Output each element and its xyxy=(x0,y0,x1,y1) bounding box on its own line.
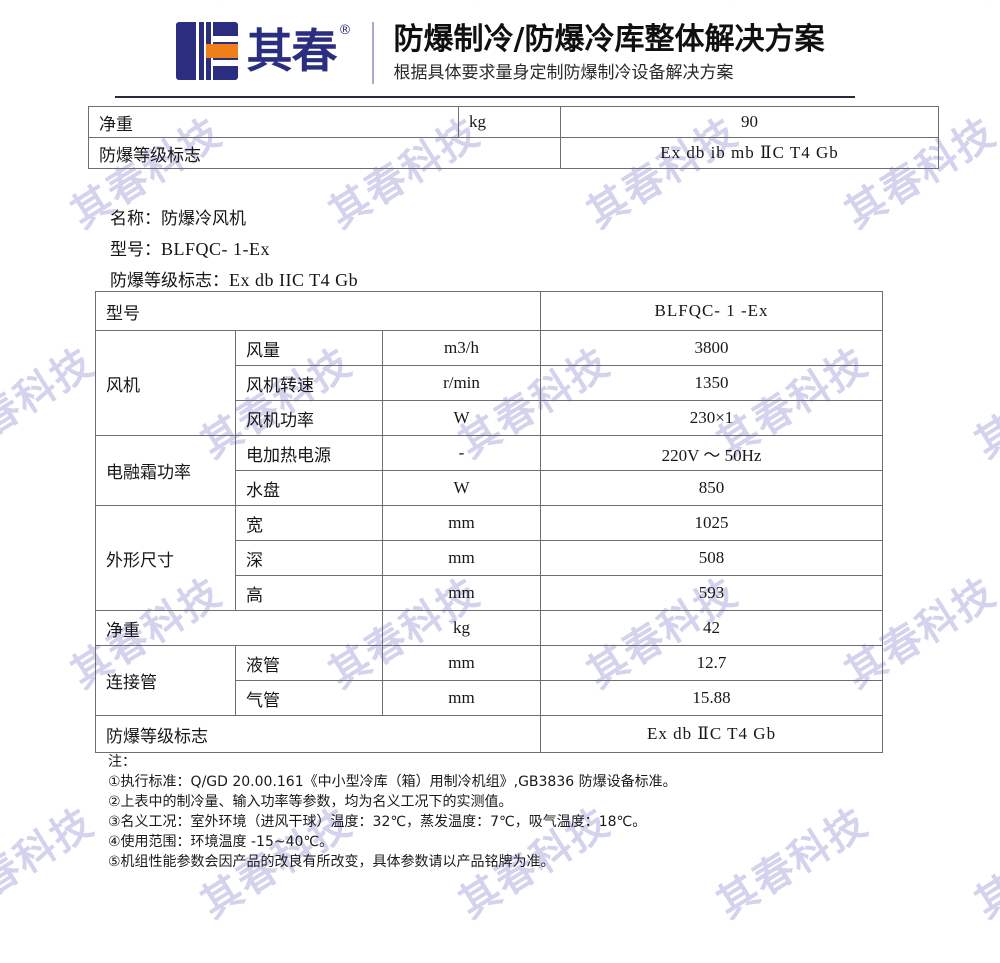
product-model-label: 型号： xyxy=(110,240,161,260)
main-footer-label: 防爆等级标志 xyxy=(94,715,542,753)
item-label-fan-speed: 风机转速 xyxy=(235,365,383,401)
table-row: 连接管 液管 mm 12.7 xyxy=(95,645,884,716)
note-item-5: ⑤机组性能参数会因产品的改良有所改变，具体参数请以产品铭牌为准。 xyxy=(108,854,555,870)
product-model-value: BLFQC- 1-Ex xyxy=(161,239,270,259)
main-header-label: 型号 xyxy=(94,291,542,331)
top-row-0-value: 90 xyxy=(560,106,939,138)
brand-name: 其春 xyxy=(246,24,338,78)
table-row: 防爆等级标志 Ex db ib mb ⅡC T4 Gb xyxy=(88,137,939,169)
registered-trademark-icon: ® xyxy=(338,23,352,38)
top-row-0-label: 净重 xyxy=(88,106,459,138)
top-row-1-label: 防爆等级标志 xyxy=(88,137,561,169)
value-heater-source: 220V ～ 50Hz xyxy=(540,435,884,471)
top-row-0-unit: kg xyxy=(458,106,561,138)
value-airflow: 3800 xyxy=(540,330,884,366)
value-fan-speed: 1350 xyxy=(540,365,884,401)
group-label-connect-pipe: 连接管 xyxy=(95,645,236,716)
product-name-line: 名称：防爆冷风机 xyxy=(110,204,710,234)
header-horizontal-rule xyxy=(115,96,855,98)
product-info-block: 名称：防爆冷风机 型号：BLFQC- 1-Ex 防爆等级标志：Ex db IIC… xyxy=(110,204,710,296)
unit-width: mm xyxy=(381,505,542,541)
unit-fan-speed: r/min xyxy=(381,365,542,401)
main-footer-value: Ex db ⅡC T4 Gb xyxy=(540,715,884,753)
page-title: 防爆制冷/防爆冷库整体解决方案 xyxy=(393,22,825,57)
table-row: 净重 kg 90 xyxy=(88,106,939,138)
note-item-2: ②上表中的制冷量、输入功率等参数，均为名义工况下的实测值。 xyxy=(108,794,513,810)
table-row: 水盘 W 850 xyxy=(96,470,884,506)
top-spec-table: 净重 kg 90 防爆等级标志 Ex db ib mb ⅡC T4 Gb xyxy=(88,106,939,169)
item-label-gas-pipe: 气管 xyxy=(235,680,383,716)
main-spec-table: 型号 BLFQC- 1 -Ex 风机 风量 m3/h 3800 风机转速 r/m… xyxy=(94,291,884,753)
item-label-height: 高 xyxy=(235,575,383,611)
item-label-heater-source: 电加热电源 xyxy=(235,435,383,471)
logo-mark-icon xyxy=(175,22,238,80)
note-item-3: ③名义工况：室外环境（进风干球）温度：32℃，蒸发温度：7℃，吸气温度：18℃。 xyxy=(108,814,647,830)
group-label-net-weight: 净重 xyxy=(95,610,383,646)
product-name-label: 名称： xyxy=(110,209,161,229)
item-label-width: 宽 xyxy=(235,505,383,541)
unit-height: mm xyxy=(381,575,542,611)
item-label-airflow: 风量 xyxy=(235,330,383,366)
product-ex-line: 防爆等级标志：Ex db IIC T4 Gb xyxy=(110,265,710,296)
item-label-water-pan: 水盘 xyxy=(235,470,383,506)
table-row: 型号 BLFQC- 1 -Ex xyxy=(94,291,884,331)
item-label-fan-power: 风机功率 xyxy=(235,400,383,436)
table-row: 风机功率 W 230×1 xyxy=(96,400,884,436)
table-row: 电融霜功率 电加热电源 - 220V ～ 50Hz xyxy=(95,435,884,506)
group-label-fan: 风机 xyxy=(95,330,236,436)
unit-fan-power: W xyxy=(381,400,542,436)
group-label-defrost: 电融霜功率 xyxy=(95,435,236,506)
unit-heater-source: - xyxy=(381,435,542,471)
product-ex-label: 防爆等级标志： xyxy=(110,271,229,291)
value-liquid-pipe: 12.7 xyxy=(540,645,884,681)
table-row: 风机 风量 m3/h 3800 xyxy=(95,330,884,436)
value-depth: 508 xyxy=(540,540,884,576)
main-header-value: BLFQC- 1 -Ex xyxy=(540,291,884,331)
table-row: 气管 mm 15.88 xyxy=(96,680,884,716)
value-width: 1025 xyxy=(540,505,884,541)
value-net-weight: 42 xyxy=(540,610,884,646)
unit-airflow: m3/h xyxy=(381,330,542,366)
table-row: 外形尺寸 宽 mm 1025 xyxy=(95,505,884,611)
notes-block: 注： ①执行标准：Q/GD 20.00.161《中小型冷库（箱）用制冷机组》,G… xyxy=(108,752,928,872)
product-model-line: 型号：BLFQC- 1-Ex xyxy=(110,234,710,265)
product-name-value: 防爆冷风机 xyxy=(161,209,246,229)
value-fan-power: 230×1 xyxy=(540,400,884,436)
table-row: 风机转速 r/min 1350 xyxy=(96,365,884,401)
product-ex-value: Ex db IIC T4 Gb xyxy=(229,270,359,290)
table-row: 高 mm 593 xyxy=(96,575,884,611)
notes-title: 注： xyxy=(108,754,136,770)
value-gas-pipe: 15.88 xyxy=(540,680,884,716)
company-logo: 其春 ® xyxy=(175,22,352,84)
page-header: 其春 ® 防爆制冷/防爆冷库整体解决方案 根据具体要求量身定制防爆制冷设备解决方… xyxy=(0,16,1000,90)
unit-water-pan: W xyxy=(381,470,542,506)
note-item-4: ④使用范围：环境温度 -15~40℃。 xyxy=(108,834,334,850)
table-row: 防爆等级标志 Ex db ⅡC T4 Gb xyxy=(94,715,884,753)
value-height: 593 xyxy=(540,575,884,611)
group-label-dimensions: 外形尺寸 xyxy=(95,505,236,611)
top-row-1-value: Ex db ib mb ⅡC T4 Gb xyxy=(560,137,939,169)
table-row: 净重 kg 42 xyxy=(95,610,884,646)
header-vertical-divider xyxy=(371,22,374,84)
value-water-pan: 850 xyxy=(540,470,884,506)
unit-gas-pipe: mm xyxy=(381,680,542,716)
item-label-liquid-pipe: 液管 xyxy=(235,645,383,681)
unit-liquid-pipe: mm xyxy=(381,645,542,681)
item-label-depth: 深 xyxy=(235,540,383,576)
header-title-block: 防爆制冷/防爆冷库整体解决方案 根据具体要求量身定制防爆制冷设备解决方案 xyxy=(394,21,825,85)
unit-depth: mm xyxy=(381,540,542,576)
note-item-1: ①执行标准：Q/GD 20.00.161《中小型冷库（箱）用制冷机组》,GB38… xyxy=(108,774,677,790)
unit-net-weight: kg xyxy=(381,610,542,646)
page-subtitle: 根据具体要求量身定制防爆制冷设备解决方案 xyxy=(393,63,734,83)
